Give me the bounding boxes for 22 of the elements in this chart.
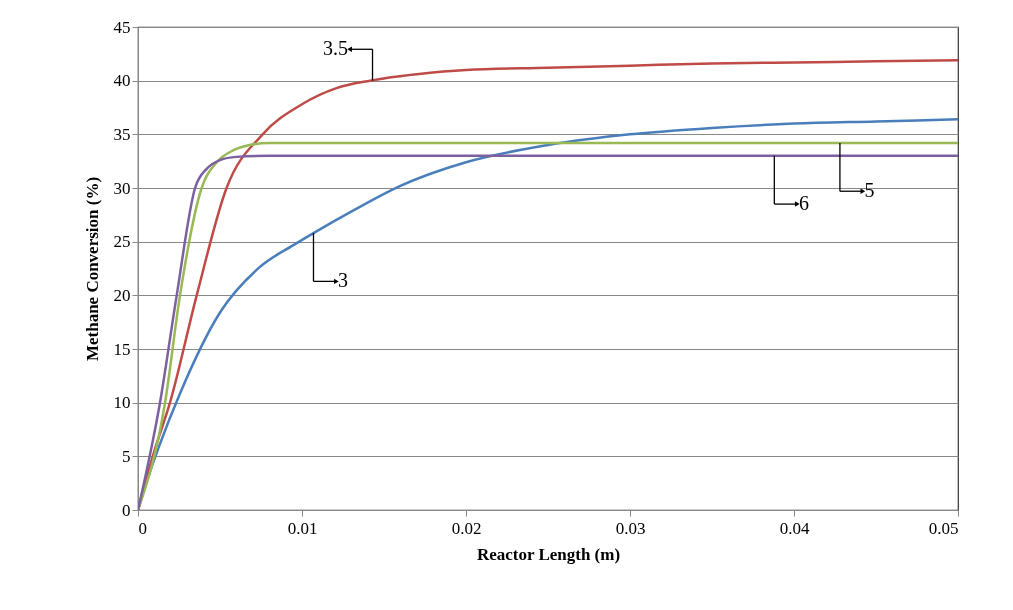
x-tick-label: 0.05 bbox=[928, 518, 959, 538]
x-tick-label: 0 bbox=[138, 518, 147, 538]
y-tick-label: 15 bbox=[113, 339, 131, 359]
annotation: 6 bbox=[798, 192, 809, 215]
y-tick-label: 25 bbox=[113, 232, 131, 252]
y-tick-label: 40 bbox=[113, 71, 131, 91]
y-tick-label: 35 bbox=[113, 124, 131, 144]
y-tick-label: 5 bbox=[122, 446, 131, 466]
x-tick-label: 0.02 bbox=[451, 518, 482, 538]
annotation: 5 bbox=[864, 179, 875, 202]
y-tick-label: 0 bbox=[122, 500, 131, 520]
y-axis-title: Methane Conversion (%) bbox=[82, 176, 102, 362]
y-tick-label: 30 bbox=[113, 178, 131, 198]
x-tick-label: 0.03 bbox=[615, 518, 646, 538]
y-tick-label: 45 bbox=[113, 17, 131, 37]
x-tick-label: 0.04 bbox=[779, 518, 810, 538]
x-tick-label: 0.01 bbox=[287, 518, 318, 538]
annotation: 3 bbox=[338, 269, 349, 292]
annotation: 3.5 bbox=[322, 37, 348, 60]
y-tick-label: 20 bbox=[113, 285, 131, 305]
x-axis-title: Reactor Length (m) bbox=[476, 544, 621, 564]
y-tick-label: 10 bbox=[113, 393, 131, 413]
